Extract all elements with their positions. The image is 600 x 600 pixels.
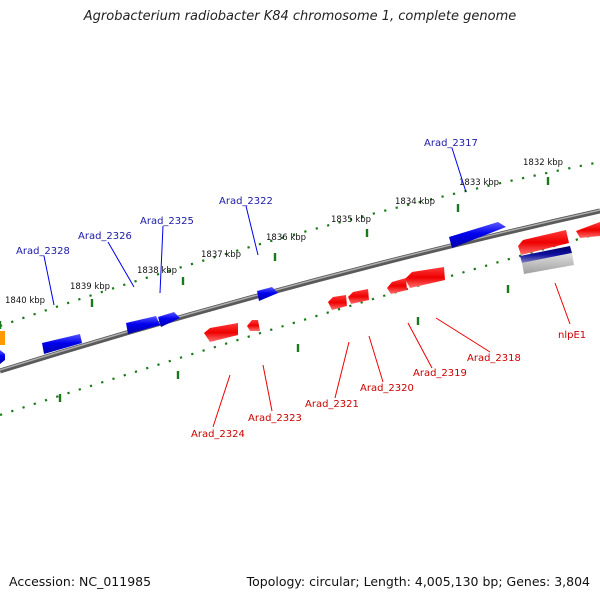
inner-tick-track	[0, 231, 600, 417]
feature-dark-blue[interactable]	[520, 246, 572, 263]
feature-arad-2328[interactable]	[42, 334, 82, 354]
scale-label: 1834 kbp	[395, 197, 435, 207]
gene-labels[interactable]: Arad_2328 Arad_2326 Arad_2325 Arad_2322 Arad…	[16, 138, 586, 440]
scale-label: 1838 kbp	[137, 266, 177, 276]
feature-arad-2318[interactable]	[405, 267, 445, 288]
gene-label-arad-2324[interactable]: Arad_2324	[191, 429, 245, 440]
map-title: Agrobacterium radiobacter K84 chromosome…	[83, 9, 517, 24]
leader-line-reverse	[554, 282, 571, 325]
feature-nlpe1[interactable]	[518, 230, 569, 255]
leader-line-forward	[107, 241, 135, 288]
feature-arad-2319[interactable]	[387, 278, 407, 294]
scale-label: 1835 kbp	[331, 215, 371, 225]
gene-features[interactable]	[0, 222, 600, 364]
scale-label: 1832 kbp	[523, 158, 563, 168]
leader-line-forward	[451, 147, 467, 193]
feature-arad-2317[interactable]	[449, 222, 506, 248]
leader-line-reverse	[435, 317, 491, 353]
gene-label-arad-2322[interactable]: Arad_2322	[219, 196, 273, 207]
gene-label-arad-2320[interactable]: Arad_2320	[360, 383, 414, 394]
feature-arad-2324[interactable]	[204, 323, 238, 342]
leader-line-forward	[245, 205, 259, 256]
feature-arad-2325[interactable]	[158, 312, 180, 327]
feature-partial-left[interactable]	[0, 350, 5, 364]
label-leaders	[43, 147, 571, 428]
leader-line-forward	[43, 255, 55, 306]
scale-label: 1833 kbp	[459, 178, 499, 188]
gene-label-arad-2318[interactable]: Arad_2318	[467, 353, 521, 364]
leader-line-reverse	[212, 374, 231, 428]
feature-arad-2323[interactable]	[247, 320, 260, 331]
gene-label-arad-2317[interactable]: Arad_2317	[424, 138, 478, 149]
leader-line-reverse	[407, 322, 433, 369]
gene-label-arad-2326[interactable]: Arad_2326	[78, 231, 132, 242]
chromosome-backbone	[0, 208, 600, 374]
scale-label: 1837 kbp	[201, 250, 241, 260]
feature-partial-orange[interactable]	[0, 331, 5, 345]
feature-arad-2326[interactable]	[126, 316, 160, 334]
gene-label-arad-2323[interactable]: Arad_2323	[248, 413, 302, 424]
accession-text: Accession: NC_011985	[9, 574, 152, 589]
scale-label: 1840 kbp	[5, 296, 45, 306]
gene-label-arad-2319[interactable]: Arad_2319	[413, 368, 467, 379]
scale-labels: 1840 kbp 1839 kbp 1838 kbp 1837 kbp 1836 kbp…	[5, 158, 563, 306]
scale-label: 1836 kbp	[266, 233, 306, 243]
feature-partial-right[interactable]	[576, 222, 600, 238]
leader-line-reverse	[368, 335, 384, 383]
gene-label-arad-2328[interactable]: Arad_2328	[16, 246, 70, 257]
major-ticks	[0, 177, 550, 402]
outer-tick-track	[0, 160, 600, 328]
gene-label-arad-2321[interactable]: Arad_2321	[305, 399, 359, 410]
feature-arad-2322[interactable]	[257, 287, 278, 301]
scale-label: 1839 kbp	[70, 282, 110, 292]
leader-line-reverse	[334, 341, 350, 399]
gene-label-arad-2325[interactable]: Arad_2325	[140, 216, 194, 227]
feature-gray[interactable]	[522, 253, 574, 274]
gene-label-nlpe1[interactable]: nlpE1	[558, 330, 586, 341]
leader-line-forward	[159, 225, 164, 294]
feature-arad-2320[interactable]	[348, 289, 369, 304]
leader-line-reverse	[262, 364, 273, 412]
feature-arad-2321[interactable]	[328, 295, 347, 310]
genome-summary: Topology: circular; Length: 4,005,130 bp…	[246, 574, 590, 589]
